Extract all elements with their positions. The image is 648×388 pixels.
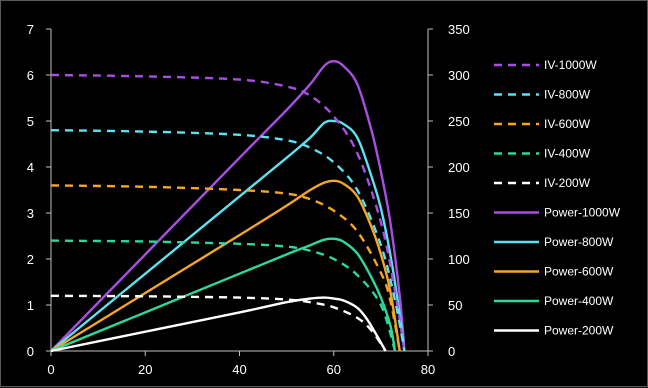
series-line-iv-600w — [50, 184, 401, 352]
y-left-tick-label: 1 — [27, 298, 34, 313]
series-line-iv-800w — [50, 129, 406, 352]
legend-label-power-1000w: Power-1000W — [544, 206, 621, 220]
y-left-tick-label: 5 — [27, 114, 34, 129]
series-line-power-600w — [50, 179, 401, 353]
series-layer — [50, 59, 406, 353]
series-line-iv-1000w — [50, 73, 406, 352]
legend-label-iv-800w: IV-800W — [544, 88, 591, 102]
series-line-power-800w — [50, 119, 406, 352]
y-left-tick-label: 0 — [27, 344, 34, 359]
y-left-tick-label: 4 — [27, 160, 34, 175]
series-line-iv-400w — [50, 239, 397, 352]
y-right-tick-label: 150 — [448, 206, 470, 221]
y-right-tick-label: 300 — [448, 68, 470, 83]
legend-label-iv-600w: IV-600W — [544, 117, 591, 131]
y-right-tick-label: 100 — [448, 252, 470, 267]
y-right-tick-label: 200 — [448, 160, 470, 175]
axes-layer: 0 1 2 3 4 5 6 7 0 50 100 150 200 250 300 350 0 20 40 60 80 — [27, 22, 470, 377]
x-tick-label: 20 — [138, 362, 152, 377]
x-tick-label: 80 — [421, 362, 435, 377]
series-line-power-400w — [50, 237, 397, 353]
legend-label-power-400w: Power-400W — [544, 294, 614, 308]
x-tick-label: 60 — [327, 362, 341, 377]
x-tick-label: 0 — [47, 362, 54, 377]
legend-label-iv-400w: IV-400W — [544, 147, 591, 161]
legend: IV-1000W IV-800W IV-600W IV-400W IV-200W Powe… — [494, 58, 621, 338]
legend-label-iv-1000w: IV-1000W — [544, 58, 597, 72]
legend-label-power-200w: Power-200W — [544, 324, 614, 338]
y-left-tick-label: 3 — [27, 206, 34, 221]
y-left-tick-label: 2 — [27, 252, 34, 267]
y-right-tick-label: 350 — [448, 22, 470, 37]
y-right-tick-label: 250 — [448, 114, 470, 129]
y-left-tick-label: 7 — [27, 22, 34, 37]
y-right-tick-label: 0 — [448, 344, 455, 359]
y-right-tick-label: 50 — [448, 298, 462, 313]
legend-label-power-600w: Power-600W — [544, 265, 614, 279]
series-line-iv-200w — [50, 294, 387, 352]
x-tick-label: 40 — [232, 362, 246, 377]
y-left-tick-label: 6 — [27, 68, 34, 83]
legend-label-power-800w: Power-800W — [544, 235, 614, 249]
series-line-power-200w — [50, 296, 387, 353]
legend-label-iv-200w: IV-200W — [544, 176, 591, 190]
series-line-power-1000w — [50, 59, 406, 352]
